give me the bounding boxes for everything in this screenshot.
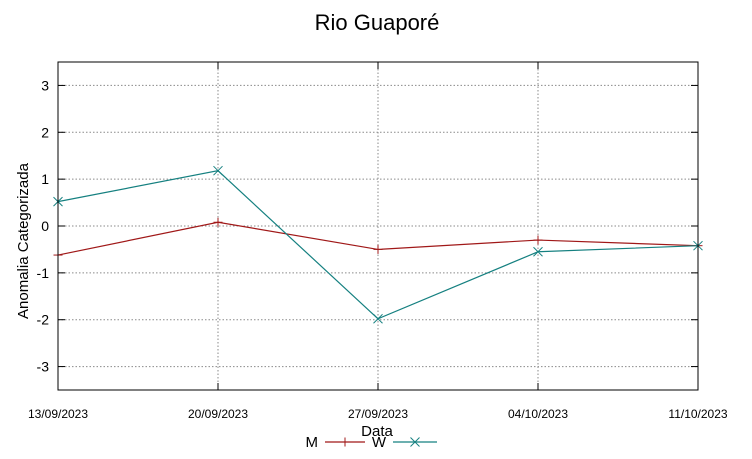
x-tick-label: 11/10/2023 [668,407,727,421]
legend-label: W [372,434,387,451]
y-tick-label: 2 [41,124,49,140]
y-axis-label: Anomalia Categorizada [15,162,32,319]
y-tick-label: -3 [37,359,50,375]
data-point-w [373,313,383,324]
x-tick-label: 20/09/2023 [188,407,248,421]
y-tick-label: -1 [37,265,50,281]
data-point-w [533,246,543,257]
legend-label: M [306,434,319,451]
y-tick-label: 3 [41,77,49,93]
x-axis-label: Data [361,423,393,440]
x-tick-label: 13/09/2023 [28,407,88,421]
y-tick-label: 1 [41,171,49,187]
legend-marker [410,437,420,447]
x-tick-label: 27/09/2023 [348,407,408,421]
x-ticks: 13/09/2023 20/09/2023 27/09/2023 04/10/2023… [28,62,728,421]
series-lines [53,165,703,324]
grid-lines [58,62,698,390]
data-point-w [213,165,223,176]
chart-title: Rio Guaporé [315,10,440,35]
x-tick-label: 04/10/2023 [508,407,568,421]
plot-frame [57,61,699,391]
y-tick-label: -2 [37,312,50,328]
y-tick-label: 0 [41,218,49,234]
y-ticks: 3 2 1 0 -1 -2 -3 [37,77,698,375]
